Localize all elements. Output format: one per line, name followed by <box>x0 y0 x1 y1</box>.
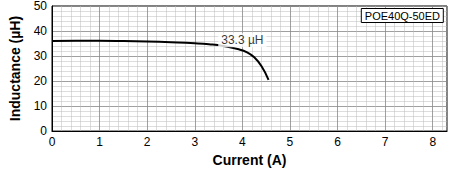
svg-text:8: 8 <box>429 135 436 149</box>
svg-text:40: 40 <box>34 24 48 38</box>
svg-text:2: 2 <box>144 135 151 149</box>
svg-text:50: 50 <box>34 0 48 13</box>
svg-text:POE40Q-50ED: POE40Q-50ED <box>365 10 440 22</box>
svg-text:6: 6 <box>334 135 341 149</box>
svg-text:30: 30 <box>34 49 48 63</box>
svg-text:33.3 µH: 33.3 µH <box>221 33 263 47</box>
svg-text:7: 7 <box>382 135 389 149</box>
svg-text:4: 4 <box>239 135 246 149</box>
svg-text:0: 0 <box>49 135 56 149</box>
svg-text:0: 0 <box>40 124 47 138</box>
svg-text:Current (A): Current (A) <box>213 152 287 168</box>
svg-text:Inductance (µH): Inductance (µH) <box>7 16 23 121</box>
svg-text:3: 3 <box>191 135 198 149</box>
svg-text:5: 5 <box>287 135 294 149</box>
svg-text:20: 20 <box>34 74 48 88</box>
svg-text:1: 1 <box>96 135 103 149</box>
svg-text:10: 10 <box>34 99 48 113</box>
